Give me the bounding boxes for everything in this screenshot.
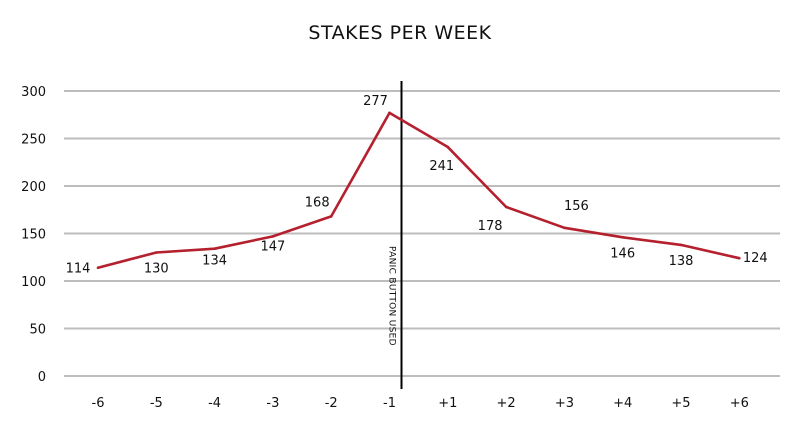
data-point [504,205,508,209]
data-point [155,251,158,254]
y-tick-label: 150 [21,228,46,243]
data-point [329,215,333,218]
data-label: 178 [478,219,503,234]
series-line [97,111,740,269]
y-tick-label: 300 [21,85,46,100]
y-tick-label: 50 [29,323,46,338]
x-tick-label: +2 [497,396,516,411]
data-label: 134 [202,254,227,269]
x-tick-label: +3 [555,396,574,411]
x-tick-label: -1 [383,396,396,411]
x-tick-label: -4 [208,396,221,411]
y-tick-label: 0 [38,370,46,385]
data-point [679,243,683,247]
data-point [446,145,450,149]
data-label: 130 [144,262,169,277]
data-label: 156 [564,199,589,214]
data-point [621,236,624,239]
x-tick-label: -6 [92,396,105,411]
x-tick-label: +4 [613,396,632,411]
data-point [213,247,216,250]
data-point [271,235,275,238]
data-label: 146 [610,246,635,261]
x-tick-label: +6 [730,396,749,411]
data-point [738,256,741,260]
data-label: 138 [669,254,694,269]
x-tick-label: +5 [671,396,690,411]
x-tick-label: +1 [438,396,457,411]
data-label: 124 [743,251,768,266]
data-point [96,266,100,270]
y-tick-label: 250 [21,133,46,148]
chart-title: STAKES PER WEEK [308,22,492,44]
data-label: 168 [305,195,330,210]
data-label: 147 [260,239,285,254]
data-point [563,226,566,230]
x-tick-label: -5 [150,396,163,411]
data-point [388,111,391,115]
x-tick-label: -3 [266,396,279,411]
data-label: 241 [429,159,454,174]
data-label: 277 [363,94,388,109]
data-label: 114 [66,262,91,277]
x-tick-label: -2 [325,396,338,411]
y-tick-label: 100 [21,275,46,290]
y-tick-label: 200 [21,180,46,195]
marker-line-label: PANIC BUTTON USED [387,246,397,346]
